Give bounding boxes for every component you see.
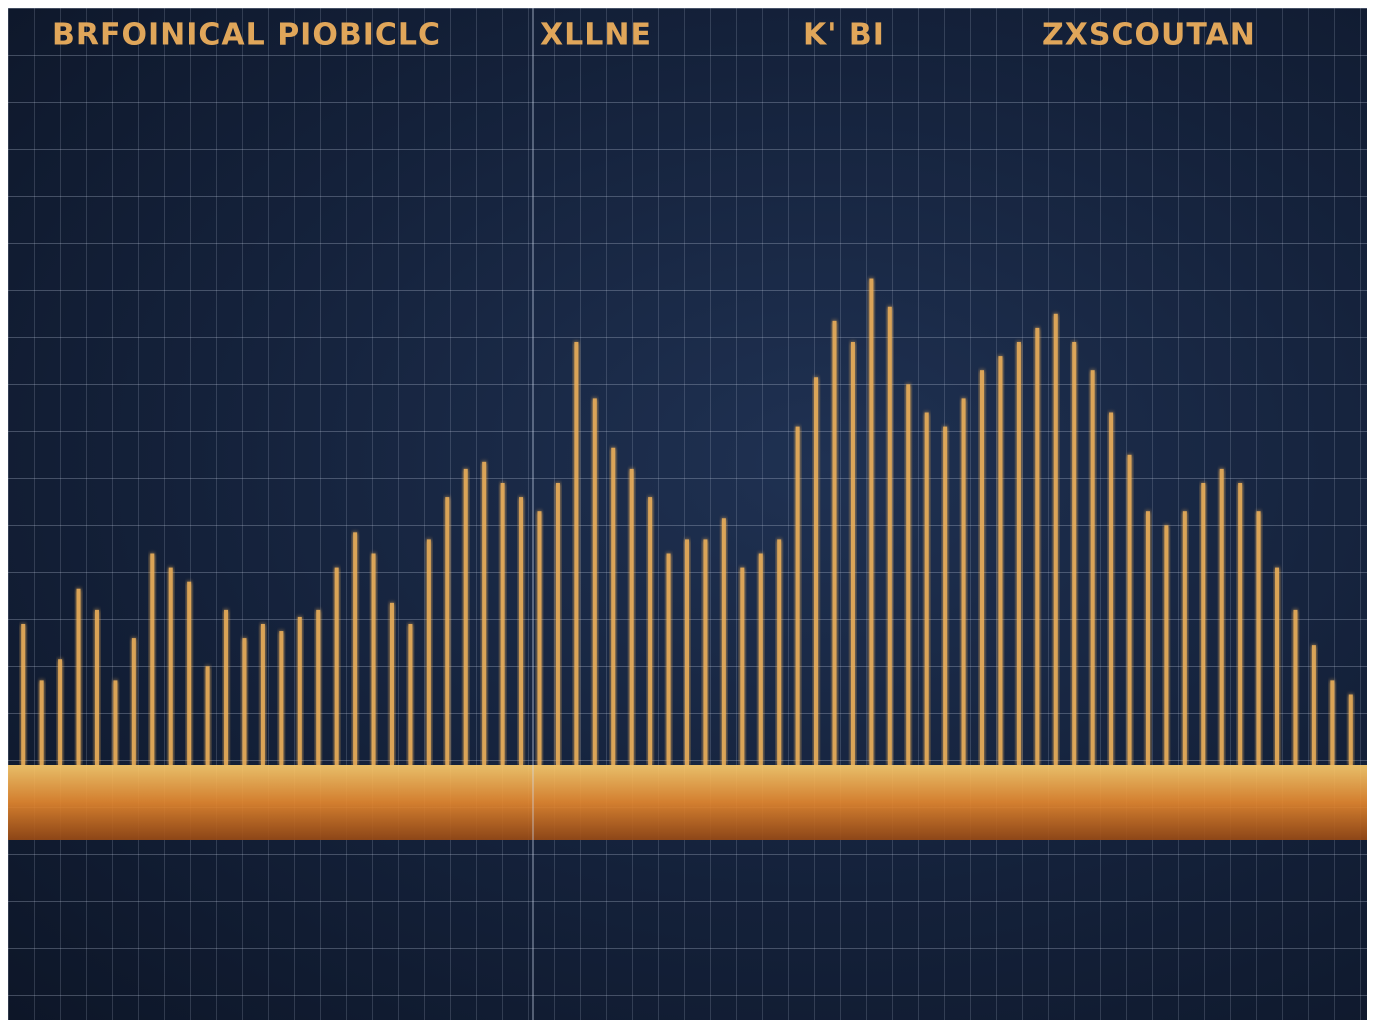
bar: [1238, 483, 1243, 765]
bar: [1348, 694, 1353, 765]
bar: [611, 447, 616, 765]
bar: [260, 624, 265, 765]
bar: [76, 588, 81, 765]
bar: [814, 377, 819, 765]
chart-background: [8, 8, 1367, 1020]
bar: [648, 497, 653, 765]
bar: [353, 532, 358, 765]
bar: [389, 602, 394, 765]
bar: [998, 356, 1003, 765]
bar: [850, 342, 855, 765]
bar: [740, 567, 745, 765]
bar: [980, 370, 985, 765]
bar: [334, 567, 339, 765]
bar: [943, 426, 948, 765]
header-label: BRFOINICAL PIOBICLC: [52, 18, 441, 53]
bar: [906, 384, 911, 765]
bar: [187, 581, 192, 765]
header-label: XLLNE: [540, 18, 652, 53]
bar: [795, 426, 800, 765]
bar: [242, 638, 247, 765]
bar: [574, 342, 579, 765]
header-label: K' BI: [803, 18, 885, 53]
bar: [629, 468, 634, 765]
bar: [685, 539, 689, 765]
bar: [887, 306, 892, 765]
bar: [1275, 567, 1280, 765]
bar: [1035, 327, 1040, 765]
bar: [832, 320, 837, 765]
bar: [279, 631, 284, 765]
bar: [1090, 370, 1095, 765]
bar: [445, 497, 450, 765]
bar: [1293, 609, 1298, 765]
bar: [777, 539, 782, 765]
bar: [924, 412, 929, 765]
bar: [1164, 525, 1169, 765]
bar: [721, 518, 726, 765]
bar: [224, 609, 229, 765]
header-label: ZXSCOUTAN: [1042, 18, 1256, 53]
bar: [758, 553, 763, 765]
bar: [168, 567, 173, 765]
bar: [463, 468, 468, 765]
bar: [1256, 511, 1261, 765]
bar: [113, 680, 118, 765]
bar: [482, 461, 487, 765]
bar: [371, 553, 376, 765]
bar: [1145, 511, 1150, 765]
bar: [316, 609, 321, 765]
bar: [703, 539, 708, 765]
glow-band: [8, 765, 1367, 840]
bar: [39, 680, 44, 765]
bar: [1201, 483, 1206, 765]
bar: [426, 539, 431, 765]
bar: [961, 398, 966, 765]
bar: [408, 624, 413, 765]
bar: [131, 638, 136, 765]
bar: [1053, 313, 1058, 765]
bar: [150, 553, 155, 765]
bar: [21, 624, 26, 765]
bar: [1311, 645, 1316, 765]
bar: [500, 483, 505, 765]
bar: [94, 609, 99, 765]
bar: [1127, 454, 1132, 765]
bar: [1072, 342, 1077, 765]
bar: [1182, 511, 1187, 765]
bar: [666, 553, 671, 765]
bar: [555, 483, 560, 765]
bar: [58, 659, 63, 765]
bar: [1109, 412, 1114, 765]
bar: [537, 511, 542, 765]
bar: [1219, 468, 1224, 765]
bar: [205, 666, 210, 765]
bar: [519, 497, 524, 765]
bar: [1016, 342, 1021, 765]
bar: [297, 616, 302, 765]
bar: [592, 398, 597, 765]
bar: [869, 278, 874, 765]
bar: [1330, 680, 1335, 765]
